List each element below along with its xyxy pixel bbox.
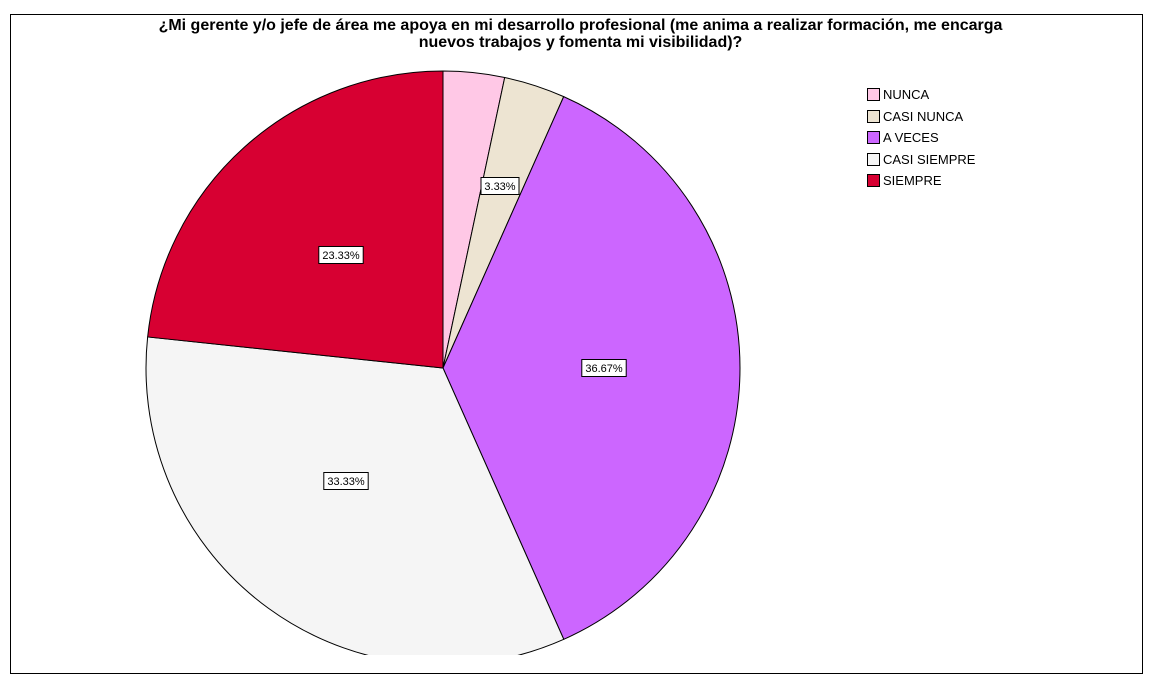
chart-title-line-1: ¿Mi gerente y/o jefe de área me apoya en… [158,17,1003,34]
legend-item-nunca: NUNCA [867,84,975,106]
pie-chart: 3.33% 36.67% 33.33% 23.33% [145,70,741,655]
legend-label-nunca: NUNCA [883,87,930,103]
pie-data-label-casi-siempre: 33.33% [323,472,369,490]
pie-slice-casi-siempre [145,336,565,655]
legend-item-siempre: SIEMPRE [867,170,975,192]
svg-text:3.33%: 3.33% [484,181,515,193]
pie-data-label-a-veces: 36.67% [581,359,627,377]
pie-slices [145,70,741,655]
legend: NUNCA CASI NUNCA A VECES CASI SIEMPRE SI… [867,84,975,192]
legend-swatch-casi-nunca [867,109,880,123]
pie-slice-siempre [147,70,444,369]
chart-title-line-2: nuevos trabajos y fomenta mi visibilidad… [418,34,743,51]
legend-label-siempre: SIEMPRE [883,173,942,189]
svg-text:23.33%: 23.33% [322,250,360,262]
legend-label-casi-nunca: CASI NUNCA [883,108,964,124]
legend-swatch-siempre [867,174,880,188]
legend-label-a-veces: A VECES [883,130,939,146]
svg-text:36.67%: 36.67% [585,363,623,375]
legend-swatch-a-veces [867,131,880,145]
legend-item-casi-siempre: CASI SIEMPRE [867,149,975,171]
svg-text:33.33%: 33.33% [327,476,365,488]
pie-data-label-casi-nunca: 3.33% [480,177,520,195]
pie-data-label-siempre: 23.33% [318,246,364,264]
legend-label-casi-siempre: CASI SIEMPRE [883,151,976,167]
legend-item-a-veces: A VECES [867,127,975,149]
legend-swatch-casi-siempre [867,152,880,166]
chart-title: ¿Mi gerente y/o jefe de área me apoya en… [0,17,1153,51]
legend-item-casi-nunca: CASI NUNCA [867,106,975,128]
legend-swatch-nunca [867,88,880,102]
pie-data-labels: 3.33% 36.67% 33.33% 23.33% [318,177,627,490]
